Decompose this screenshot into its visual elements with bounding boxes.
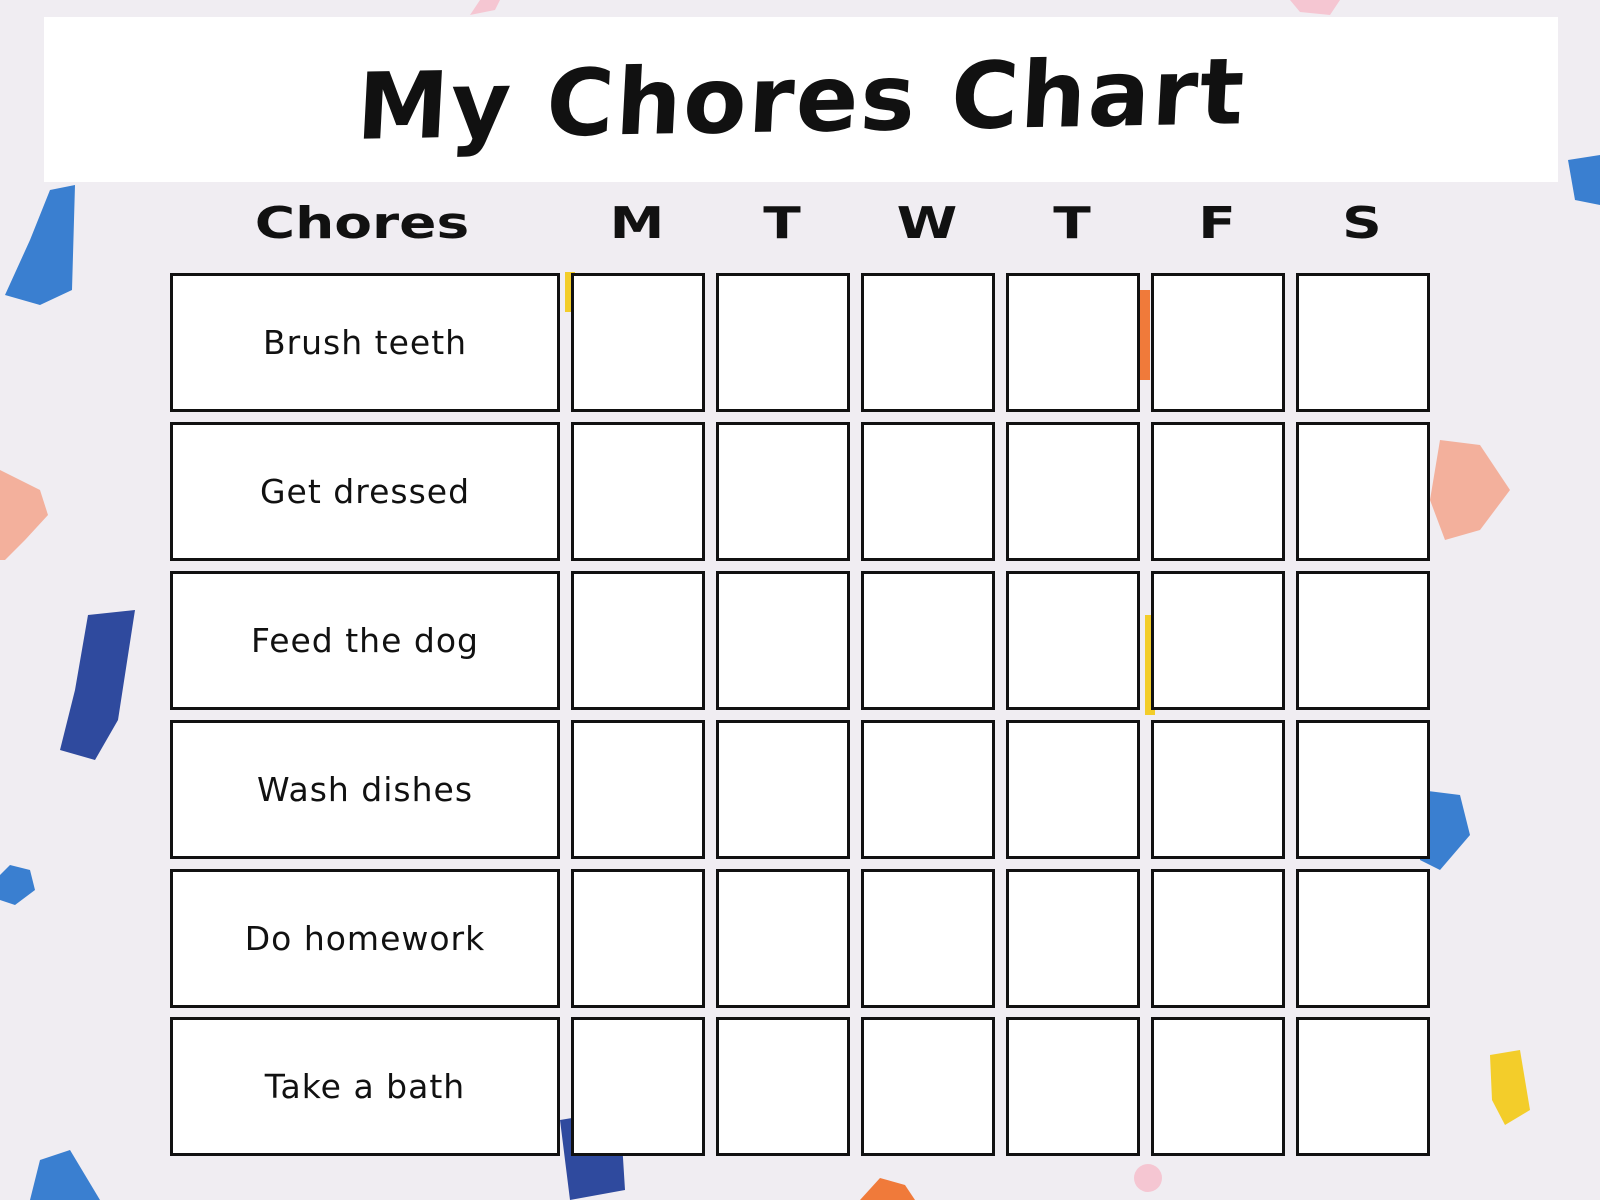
confetti-shape [1420,790,1470,870]
chore-label: Take a bath [170,1017,560,1156]
confetti-shape [0,865,35,905]
chores-column-header: Chores [254,198,470,249]
confetti-shape [1140,290,1150,380]
checkbox-cell[interactable] [1296,273,1430,412]
checkbox-cell[interactable] [1296,720,1430,859]
checkbox-cell[interactable] [1296,869,1430,1008]
checkbox-cell[interactable] [571,571,705,710]
checkbox-cell[interactable] [571,273,705,412]
chore-label: Wash dishes [170,720,560,859]
day-header: M [609,198,665,249]
confetti-shape [1145,615,1155,715]
checkbox-cell[interactable] [861,422,995,561]
checkbox-cell[interactable] [861,1017,995,1156]
day-header: S [1342,198,1382,249]
confetti-shape [1490,1050,1530,1125]
checkbox-cell[interactable] [716,1017,850,1156]
chore-label: Get dressed [170,422,560,561]
checkbox-cell[interactable] [861,869,995,1008]
checkbox-cell[interactable] [861,720,995,859]
checkbox-cell[interactable] [1151,1017,1285,1156]
confetti-shape [860,1178,915,1200]
chore-label: Brush teeth [170,273,560,412]
checkbox-cell[interactable] [1006,1017,1140,1156]
checkbox-cell[interactable] [861,571,995,710]
confetti-shape [1134,1164,1162,1192]
confetti-shape [60,610,135,760]
confetti-shape [565,272,575,312]
checkbox-cell[interactable] [861,273,995,412]
checkbox-cell[interactable] [1006,869,1140,1008]
confetti-shape [1290,0,1340,15]
checkbox-cell[interactable] [1296,1017,1430,1156]
checkbox-cell[interactable] [716,869,850,1008]
confetti-shape [1568,155,1600,205]
checkbox-cell[interactable] [716,422,850,561]
chore-label: Do homework [170,869,560,1008]
checkbox-cell[interactable] [1006,273,1140,412]
confetti-shape [30,1150,100,1200]
checkbox-cell[interactable] [571,1017,705,1156]
checkbox-cell[interactable] [1296,571,1430,710]
checkbox-cell[interactable] [571,869,705,1008]
checkbox-cell[interactable] [1151,422,1285,561]
confetti-shape [1430,440,1510,540]
confetti-shape [5,185,75,305]
chore-label: Feed the dog [170,571,560,710]
checkbox-cell[interactable] [1151,869,1285,1008]
checkbox-cell[interactable] [1006,571,1140,710]
checkbox-cell[interactable] [1151,571,1285,710]
checkbox-cell[interactable] [716,720,850,859]
checkbox-cell[interactable] [1006,422,1140,561]
page-title: My Chores Chart [353,38,1249,161]
checkbox-cell[interactable] [1151,273,1285,412]
checkbox-cell[interactable] [1006,720,1140,859]
title-banner: My Chores Chart [44,17,1558,182]
checkbox-cell[interactable] [1151,720,1285,859]
day-header: T [1053,198,1091,249]
day-header: F [1198,198,1236,249]
day-header: W [896,198,958,249]
confetti-shape [470,0,500,15]
confetti-shape [0,470,48,560]
checkbox-cell[interactable] [716,571,850,710]
checkbox-cell[interactable] [1296,422,1430,561]
day-header: T [763,198,801,249]
checkbox-cell[interactable] [716,273,850,412]
checkbox-cell[interactable] [571,720,705,859]
checkbox-cell[interactable] [571,422,705,561]
